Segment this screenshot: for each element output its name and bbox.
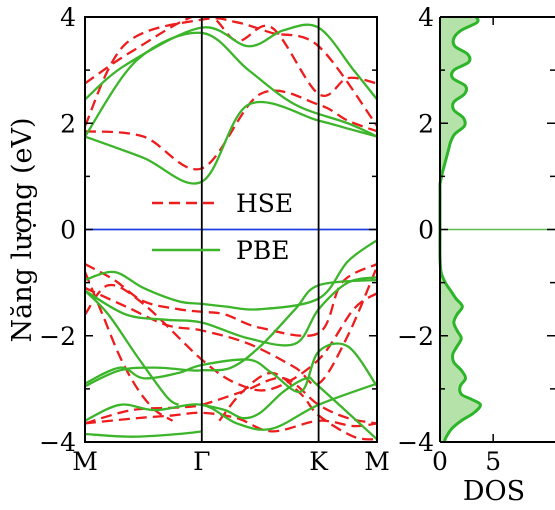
kpoint-label-M: M	[72, 447, 98, 476]
hse-band-3	[85, 17, 377, 127]
hse-band-1	[85, 89, 377, 171]
band-structure-panel: −4 −2 0 2 4 M Γ K M HSE PBE Năng lượng (eV)	[7, 3, 390, 476]
band-ytick-label: 0	[60, 216, 76, 245]
band-ytick-label: 2	[60, 109, 76, 138]
band-ytick-label: −2	[39, 322, 76, 351]
legend-pbe-label: PBE	[236, 236, 289, 265]
dos-plot-area: −4 −2 0 2 4 0 5	[397, 3, 555, 476]
legend-hse-label: HSE	[236, 189, 293, 218]
dos-ytick-label: 2	[418, 109, 434, 138]
hse-band-2	[85, 17, 377, 97]
dos-panel: −4 −2 0 2 4 0 5 DOS	[397, 3, 555, 507]
pbe-band-10	[201, 376, 377, 441]
dos-ytick-label: −2	[397, 322, 434, 351]
pbe-band-8	[85, 342, 377, 394]
dos-fill	[439, 17, 481, 442]
band-ytick-label: −4	[39, 428, 76, 457]
hse-band-5	[85, 266, 377, 386]
dos-ytick-label: 0	[418, 216, 434, 245]
kpoint-label-Γ: Γ	[193, 447, 210, 476]
dos-xtick-label: 5	[485, 447, 501, 476]
pbe-band-7	[85, 278, 377, 388]
kpoint-label-M: M	[364, 447, 390, 476]
hse-band-10	[218, 371, 377, 441]
y-axis-title: Năng lượng (eV)	[7, 117, 38, 342]
kpoint-label-K: K	[309, 447, 329, 476]
dos-ytick-label: −4	[397, 428, 434, 457]
x-axis-title-dos: DOS	[463, 476, 525, 507]
dos-xtick-label: 0	[432, 447, 448, 476]
dos-ytick-label: 4	[418, 3, 434, 32]
band-ytick-label: 4	[60, 3, 76, 32]
bands-group	[85, 17, 377, 441]
hse-band-7	[85, 271, 174, 422]
pbe-band-5	[85, 276, 377, 347]
band-legend: HSE PBE	[152, 189, 293, 265]
pbe-band-1	[85, 100, 377, 185]
pbe-band-2	[85, 23, 377, 101]
pbe-band-11	[85, 430, 202, 438]
pbe-band-6	[85, 289, 180, 406]
band-structure-plot-area: −4 −2 0 2 4 M Γ K M	[39, 3, 390, 476]
pbe-band-3	[85, 31, 377, 138]
pbe-band-4	[85, 239, 377, 311]
pbe-band-9	[85, 382, 377, 431]
hse-band-9	[85, 411, 377, 433]
hse-band-4	[85, 262, 377, 338]
